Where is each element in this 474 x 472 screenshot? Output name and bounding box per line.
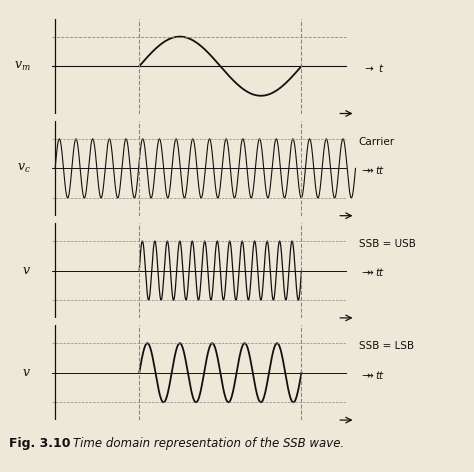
Text: Time domain representation of the SSB wave.: Time domain representation of the SSB wa… bbox=[73, 437, 345, 450]
Text: $v$: $v$ bbox=[22, 366, 31, 379]
Text: $\rightarrow$ $t$: $\rightarrow$ $t$ bbox=[362, 164, 384, 176]
Text: SSB = USB: SSB = USB bbox=[358, 239, 415, 249]
Text: Carrier: Carrier bbox=[358, 137, 395, 147]
Text: Fig. 3.10: Fig. 3.10 bbox=[9, 437, 71, 450]
Text: $\rightarrow$ $t$: $\rightarrow$ $t$ bbox=[358, 369, 381, 380]
Text: $\rightarrow$ $t$: $\rightarrow$ $t$ bbox=[358, 267, 381, 278]
Text: SSB = LSB: SSB = LSB bbox=[358, 341, 414, 351]
Text: $v_m$: $v_m$ bbox=[14, 59, 31, 73]
Text: $\rightarrow$ $t$: $\rightarrow$ $t$ bbox=[362, 62, 384, 74]
Text: $\rightarrow$ $t$: $\rightarrow$ $t$ bbox=[358, 164, 381, 176]
Text: $\rightarrow$ $t$: $\rightarrow$ $t$ bbox=[362, 369, 384, 380]
Text: $v_c$: $v_c$ bbox=[17, 162, 31, 175]
Text: $\rightarrow$ $t$: $\rightarrow$ $t$ bbox=[362, 267, 384, 278]
Text: $v$: $v$ bbox=[22, 264, 31, 277]
